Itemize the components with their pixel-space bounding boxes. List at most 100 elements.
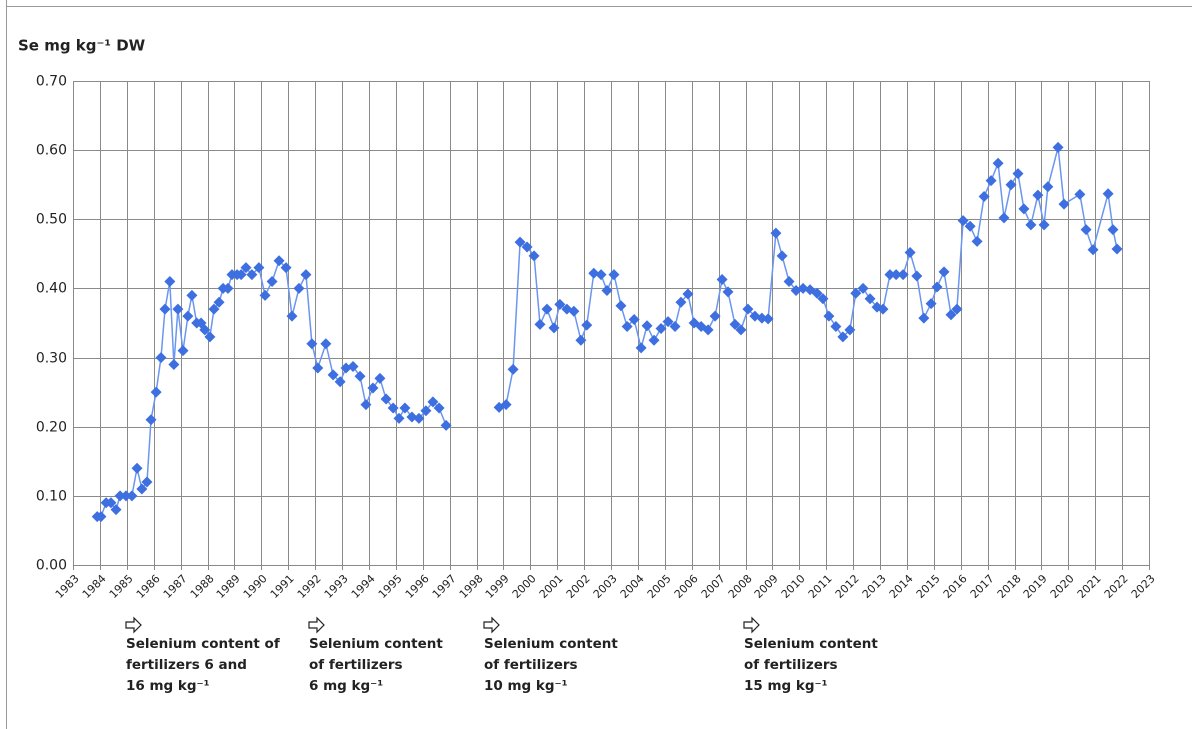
arrow-icon — [743, 616, 760, 634]
data-point — [534, 318, 546, 330]
annotation: 16 mg kg⁻¹ — [126, 678, 210, 694]
x-tick-label: 2010 — [779, 572, 808, 601]
data-point — [628, 314, 640, 326]
annotation: 10 mg kg⁻¹ — [484, 678, 568, 694]
data-point — [850, 287, 862, 299]
data-point — [945, 309, 957, 321]
data-point — [925, 298, 937, 310]
data-point — [735, 324, 747, 336]
data-point — [406, 411, 418, 423]
data-point — [213, 296, 225, 308]
data-point — [985, 175, 997, 187]
data-point — [992, 157, 1004, 169]
data-point — [159, 303, 171, 315]
x-tick-label: 2012 — [833, 572, 862, 601]
data-point — [601, 285, 613, 297]
x-tick-label: 2015 — [914, 572, 943, 601]
x-tick-label: 2005 — [645, 572, 674, 601]
data-point — [830, 320, 842, 332]
annotation: Selenium content — [744, 636, 878, 652]
data-point — [1018, 203, 1030, 215]
data-point — [374, 372, 386, 384]
data-point — [857, 282, 869, 294]
data-point — [904, 246, 916, 258]
x-tick-label: 2011 — [806, 572, 835, 601]
data-point — [641, 320, 653, 332]
data-point — [1074, 188, 1086, 200]
x-tick-label: 1993 — [322, 572, 351, 601]
data-point — [770, 227, 782, 239]
data-point — [709, 310, 721, 322]
data-point — [581, 319, 593, 331]
data-point — [235, 269, 247, 281]
data-point — [1032, 189, 1044, 201]
data-point — [266, 276, 278, 288]
data-point — [145, 414, 157, 426]
data-point — [320, 338, 332, 350]
data-point — [877, 303, 889, 315]
data-point — [204, 331, 216, 343]
data-point — [387, 402, 399, 414]
annotation: fertilizers 6 and — [126, 657, 247, 673]
data-point — [293, 282, 305, 294]
data-point — [1080, 224, 1092, 236]
x-tick-label: 2017 — [968, 572, 997, 601]
data-point — [682, 288, 694, 300]
data-point — [595, 269, 607, 281]
data-point — [273, 255, 285, 267]
x-tick-label: 2016 — [941, 572, 970, 601]
data-point — [312, 362, 324, 374]
data-point — [433, 402, 445, 414]
data-point — [951, 303, 963, 315]
x-tick-label: 2022 — [1102, 572, 1131, 601]
data-point — [507, 363, 519, 375]
x-tick-label: 1989 — [214, 572, 243, 601]
x-tick-label: 1986 — [134, 572, 163, 601]
data-point — [110, 504, 122, 516]
data-point — [823, 310, 835, 322]
x-tick-label: 2000 — [510, 572, 539, 601]
data-point — [864, 293, 876, 305]
x-tick-label: 1996 — [403, 572, 432, 601]
data-point — [300, 269, 312, 281]
x-tick-label: 2021 — [1075, 572, 1104, 601]
data-point — [360, 399, 372, 411]
data-point — [155, 352, 167, 364]
data-point — [1102, 188, 1114, 200]
data-point — [1038, 219, 1050, 231]
data-point — [380, 393, 392, 405]
data-point — [971, 235, 983, 247]
data-point — [253, 262, 265, 274]
data-point — [998, 212, 1010, 224]
data-point — [762, 313, 774, 325]
data-point — [327, 369, 339, 381]
arrow-icon — [483, 616, 500, 634]
data-point — [548, 322, 560, 334]
data-point — [420, 405, 432, 417]
data-point — [150, 386, 162, 398]
y-tick-label: 0.40 — [36, 281, 67, 297]
data-point — [427, 396, 439, 408]
data-point — [797, 282, 809, 294]
data-point — [440, 419, 452, 431]
x-tick-label: 1995 — [376, 572, 405, 601]
x-tick-label: 2009 — [752, 572, 781, 601]
data-point — [783, 276, 795, 288]
data-point — [957, 215, 969, 227]
data-point — [177, 345, 189, 357]
data-point — [931, 281, 943, 293]
data-point — [575, 334, 587, 346]
data-point — [1087, 244, 1099, 256]
data-point — [635, 342, 647, 354]
data-point — [334, 376, 346, 388]
annotation: 6 mg kg⁻¹ — [309, 678, 383, 694]
data-point — [722, 286, 734, 298]
data-point — [413, 412, 425, 424]
data-point — [897, 269, 909, 281]
data-point — [280, 262, 292, 274]
x-tick-label: 1987 — [161, 572, 190, 601]
data-point — [648, 334, 660, 346]
arrow-icon — [125, 616, 142, 634]
data-point — [340, 362, 352, 374]
